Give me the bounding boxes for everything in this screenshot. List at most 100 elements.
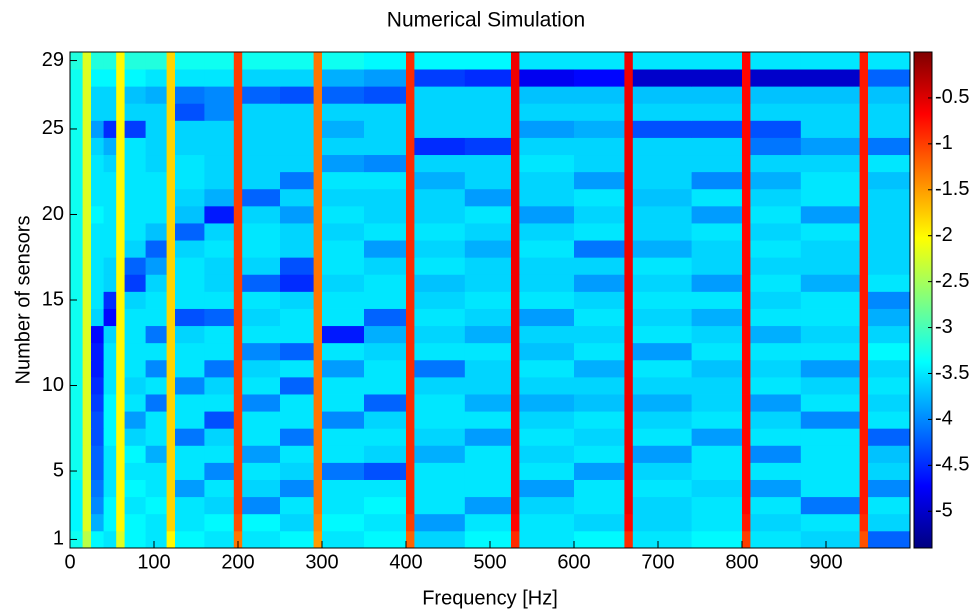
heatmap-cell — [204, 513, 235, 532]
heatmap-cell — [145, 376, 167, 395]
heatmap-cell — [464, 530, 512, 549]
heatmap-cell — [364, 137, 407, 156]
heatmap-cell — [868, 205, 911, 224]
heatmap-cell — [632, 359, 692, 378]
heatmap-cell — [124, 428, 146, 446]
heatmap-cell — [70, 308, 83, 327]
heatmap-cell — [574, 359, 625, 378]
heatmap-cell — [624, 257, 634, 275]
heatmap-cell — [103, 291, 117, 309]
heatmap-cell — [103, 103, 117, 121]
heatmap-cell — [322, 69, 365, 87]
heatmap-cell — [800, 291, 860, 309]
heatmap-cell — [166, 205, 176, 224]
heatmap-cell — [242, 411, 281, 429]
heatmap-cell — [859, 120, 869, 138]
heatmap-cell — [145, 205, 167, 224]
heatmap-cell — [511, 137, 520, 156]
heatmap-cell — [70, 154, 83, 173]
heatmap-cell — [204, 530, 235, 549]
heatmap-cell — [742, 428, 751, 446]
heatmap-cell — [242, 496, 281, 515]
heatmap-cell — [519, 137, 575, 156]
heatmap-cell — [632, 69, 692, 87]
heatmap-cell — [91, 308, 104, 327]
colorbar-tick-label: -3 — [935, 316, 953, 338]
heatmap-cell — [280, 154, 314, 173]
heatmap-cell — [511, 240, 520, 258]
heatmap-cell — [519, 154, 575, 173]
heatmap-cell — [750, 291, 802, 309]
heatmap-cell — [406, 257, 415, 275]
heatmap-cell — [511, 496, 520, 515]
heatmap-cell — [280, 223, 314, 241]
heatmap-cell — [166, 308, 176, 327]
heatmap-cell — [742, 291, 751, 309]
heatmap-cell — [91, 411, 104, 429]
heatmap-cell — [632, 103, 692, 121]
heatmap-cell — [691, 223, 743, 241]
heatmap-cell — [82, 325, 92, 344]
heatmap-cell — [800, 308, 860, 327]
heatmap-cell — [70, 240, 83, 258]
heatmap-cell — [166, 69, 176, 87]
heatmap-cell — [322, 86, 365, 104]
heatmap-cell — [414, 411, 466, 429]
heatmap-cell — [116, 325, 125, 344]
heatmap-cell — [103, 188, 117, 207]
heatmap-cell — [691, 154, 743, 173]
heatmap-cell — [859, 291, 869, 309]
heatmap-cell — [632, 171, 692, 190]
heatmap-cell — [859, 205, 869, 224]
heatmap-cell — [313, 428, 323, 446]
heatmap-cell — [204, 223, 235, 241]
heatmap-cell — [742, 359, 751, 378]
heatmap-cell — [868, 445, 911, 463]
heatmap-cell — [166, 86, 176, 104]
heatmap-cell — [511, 359, 520, 378]
heatmap-cell — [464, 205, 512, 224]
heatmap-cell — [691, 376, 743, 395]
heatmap-cell — [103, 205, 117, 224]
heatmap-cell — [414, 86, 466, 104]
heatmap-cell — [511, 325, 520, 344]
heatmap-cell — [204, 274, 235, 292]
heatmap-cell — [103, 513, 117, 532]
heatmap-cell — [280, 188, 314, 207]
heatmap-cell — [145, 274, 167, 292]
heatmap-cell — [166, 223, 176, 241]
heatmap-cell — [70, 428, 83, 446]
heatmap-cell — [124, 530, 146, 549]
x-tick-label: 900 — [809, 551, 842, 573]
heatmap-cell — [280, 428, 314, 446]
heatmap-cell — [364, 411, 407, 429]
heatmap-cell — [280, 411, 314, 429]
heatmap-cell — [691, 137, 743, 156]
heatmap-cell — [242, 240, 281, 258]
heatmap-cell — [116, 274, 125, 292]
heatmap-cell — [691, 530, 743, 549]
heatmap-cell — [166, 342, 176, 361]
heatmap-cell — [800, 69, 860, 87]
heatmap-cell — [624, 52, 634, 70]
heatmap-cell — [242, 530, 281, 549]
heatmap-cell — [574, 188, 625, 207]
heatmap-cell — [242, 462, 281, 480]
heatmap-cell — [91, 428, 104, 446]
heatmap-cell — [82, 171, 92, 190]
heatmap-cell — [204, 257, 235, 275]
heatmap-cell — [145, 513, 167, 532]
heatmap-cell — [859, 308, 869, 327]
heatmap-cell — [242, 274, 281, 292]
heatmap-cell — [406, 428, 415, 446]
heatmap-cell — [313, 359, 323, 378]
heatmap-cell — [166, 496, 176, 515]
heatmap-cell — [233, 308, 243, 327]
heatmap-cell — [464, 137, 512, 156]
heatmap-cell — [406, 394, 415, 412]
heatmap-cell — [233, 462, 243, 480]
heatmap-cell — [280, 205, 314, 224]
heatmap-cell — [175, 308, 205, 327]
heatmap-cell — [322, 274, 365, 292]
